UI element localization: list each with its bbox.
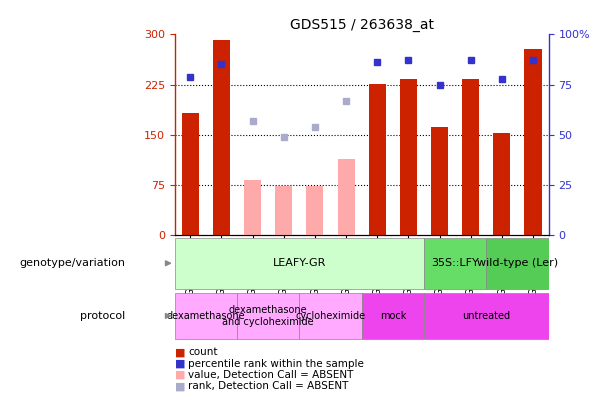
Bar — [424, 292, 549, 339]
Bar — [486, 238, 549, 288]
Text: protocol: protocol — [80, 311, 126, 321]
Text: ■: ■ — [175, 347, 185, 357]
Text: rank, Detection Call = ABSENT: rank, Detection Call = ABSENT — [188, 382, 349, 391]
Bar — [431, 127, 448, 235]
Text: cycloheximide: cycloheximide — [295, 311, 365, 321]
Text: count: count — [188, 347, 218, 357]
Text: mock: mock — [379, 311, 406, 321]
Bar — [424, 238, 486, 288]
Text: untreated: untreated — [462, 311, 511, 321]
Text: ■: ■ — [175, 382, 185, 391]
Title: GDS515 / 263638_at: GDS515 / 263638_at — [290, 18, 433, 32]
Bar — [306, 186, 324, 235]
Bar — [462, 79, 479, 235]
Text: 35S::LFY: 35S::LFY — [432, 258, 479, 268]
Bar — [493, 133, 511, 235]
Text: ■: ■ — [175, 370, 185, 380]
Bar — [175, 292, 237, 339]
Bar — [299, 292, 362, 339]
Text: LEAFY-GR: LEAFY-GR — [273, 258, 326, 268]
Bar — [362, 292, 424, 339]
Text: genotype/variation: genotype/variation — [20, 258, 126, 268]
Bar — [213, 40, 230, 235]
Bar — [237, 292, 299, 339]
Text: value, Detection Call = ABSENT: value, Detection Call = ABSENT — [188, 370, 354, 380]
Bar — [338, 160, 355, 235]
Bar — [368, 84, 386, 235]
Bar — [275, 186, 292, 235]
Text: percentile rank within the sample: percentile rank within the sample — [188, 359, 364, 369]
Text: dexamethasone: dexamethasone — [167, 311, 245, 321]
Text: ■: ■ — [175, 359, 185, 369]
Bar — [244, 180, 261, 235]
Bar — [175, 238, 424, 288]
Text: wild-type (Ler): wild-type (Ler) — [477, 258, 558, 268]
Text: dexamethasone
and cycloheximide: dexamethasone and cycloheximide — [223, 305, 314, 327]
Bar — [525, 49, 542, 235]
Bar — [181, 113, 199, 235]
Bar — [400, 79, 417, 235]
